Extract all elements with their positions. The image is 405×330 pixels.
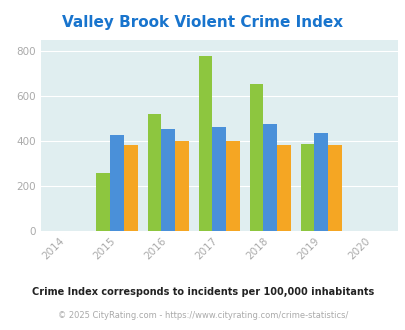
Bar (110, 135, 124, 231)
Bar (226, 141, 239, 231)
Bar (277, 145, 290, 231)
Bar (161, 129, 175, 231)
Bar (147, 115, 161, 231)
Bar (300, 144, 313, 231)
Text: © 2025 CityRating.com - https://www.cityrating.com/crime-statistics/: © 2025 CityRating.com - https://www.city… (58, 311, 347, 320)
Text: Valley Brook Violent Crime Index: Valley Brook Violent Crime Index (62, 15, 343, 30)
Bar (198, 56, 212, 231)
Bar (313, 133, 327, 231)
Bar (124, 145, 137, 231)
Bar (263, 124, 277, 231)
Bar (249, 83, 263, 231)
Text: Crime Index corresponds to incidents per 100,000 inhabitants: Crime Index corresponds to incidents per… (32, 287, 373, 297)
Bar (327, 145, 341, 231)
Bar (175, 141, 188, 231)
Bar (212, 127, 226, 231)
Bar (96, 173, 110, 231)
